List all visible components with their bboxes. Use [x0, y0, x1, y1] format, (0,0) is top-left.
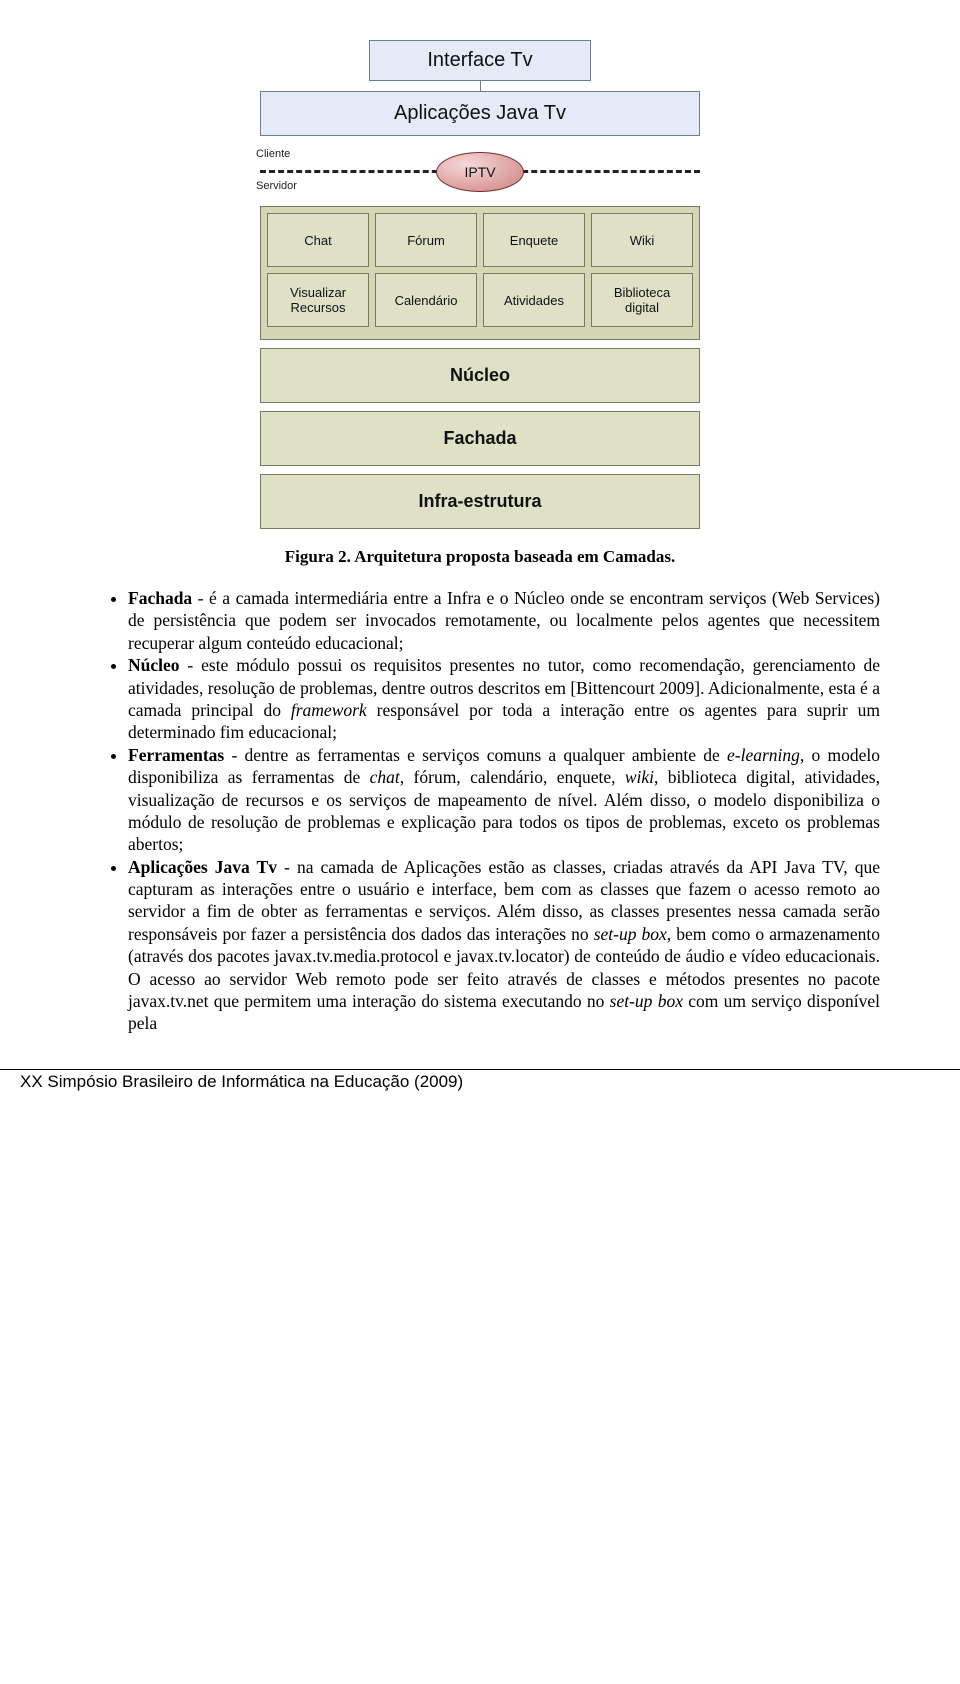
bullet-fachada-text: - é a camada intermediária entre a Infra… — [128, 588, 880, 653]
layer-nucleo: Núcleo — [260, 348, 700, 403]
tool-enquete: Enquete — [483, 213, 585, 267]
apps-layer-box: Aplicações Java Tv — [260, 91, 700, 136]
bullet-fachada-lead: Fachada — [128, 588, 192, 608]
tool-biblioteca: Biblioteca digital — [591, 273, 693, 327]
bullet-ferramentas-chat: chat — [370, 767, 400, 787]
layer-infra: Infra-estrutura — [260, 474, 700, 529]
architecture-diagram: Interface Tv Aplicações Java Tv Cliente … — [260, 40, 700, 529]
tool-chat: Chat — [267, 213, 369, 267]
bullet-ferramentas-text-c: , fórum, calendário, enquete, — [400, 767, 625, 787]
figure-caption: Figura 2. Arquitetura proposta baseada e… — [80, 547, 880, 567]
bullet-nucleo: Núcleo - este módulo possui os requisito… — [128, 654, 880, 744]
interface-layer-box: Interface Tv — [369, 40, 591, 81]
bullet-nucleo-lead: Núcleo — [128, 655, 180, 675]
tool-visualizar: Visualizar Recursos — [267, 273, 369, 327]
layer-fachada: Fachada — [260, 411, 700, 466]
client-server-divider: Cliente Servidor IPTV — [260, 136, 700, 206]
bullet-ferramentas-text-a: - dentre as ferramentas e serviços comun… — [224, 745, 727, 765]
bullet-aplicacoes-lead: Aplicações Java Tv — [128, 857, 277, 877]
server-tools-panel: Chat Fórum Enquete Wiki Visualizar Recur… — [260, 206, 700, 340]
bullet-ferramentas-lead: Ferramentas — [128, 745, 224, 765]
connector-line — [480, 81, 481, 91]
tool-wiki: Wiki — [591, 213, 693, 267]
bullet-ferramentas: Ferramentas - dentre as ferramentas e se… — [128, 744, 880, 856]
bullet-list: Fachada - é a camada intermediária entre… — [80, 587, 880, 1035]
bullet-ferramentas-wiki: wiki — [625, 767, 654, 787]
tools-row-1: Chat Fórum Enquete Wiki — [267, 213, 693, 267]
bullet-aplicacoes-setup2: set-up box — [610, 991, 683, 1011]
tool-atividades: Atividades — [483, 273, 585, 327]
cliente-label: Cliente — [256, 148, 290, 160]
page: Interface Tv Aplicações Java Tv Cliente … — [0, 0, 960, 1035]
servidor-label: Servidor — [256, 180, 297, 192]
bullet-aplicacoes-setup1: set-up box — [594, 924, 667, 944]
bullet-nucleo-framework: framework — [291, 700, 367, 720]
iptv-ellipse: IPTV — [436, 152, 524, 192]
tool-forum: Fórum — [375, 213, 477, 267]
footer-text: XX Simpósio Brasileiro de Informática na… — [0, 1072, 960, 1112]
bullet-ferramentas-elearning: e-learning — [727, 745, 800, 765]
bullet-fachada: Fachada - é a camada intermediária entre… — [128, 587, 880, 654]
bullet-aplicacoes: Aplicações Java Tv - na camada de Aplica… — [128, 856, 880, 1035]
footer-rule — [0, 1069, 960, 1070]
tool-calendario: Calendário — [375, 273, 477, 327]
tools-row-2: Visualizar Recursos Calendário Atividade… — [267, 273, 693, 327]
figure-container: Interface Tv Aplicações Java Tv Cliente … — [80, 40, 880, 567]
